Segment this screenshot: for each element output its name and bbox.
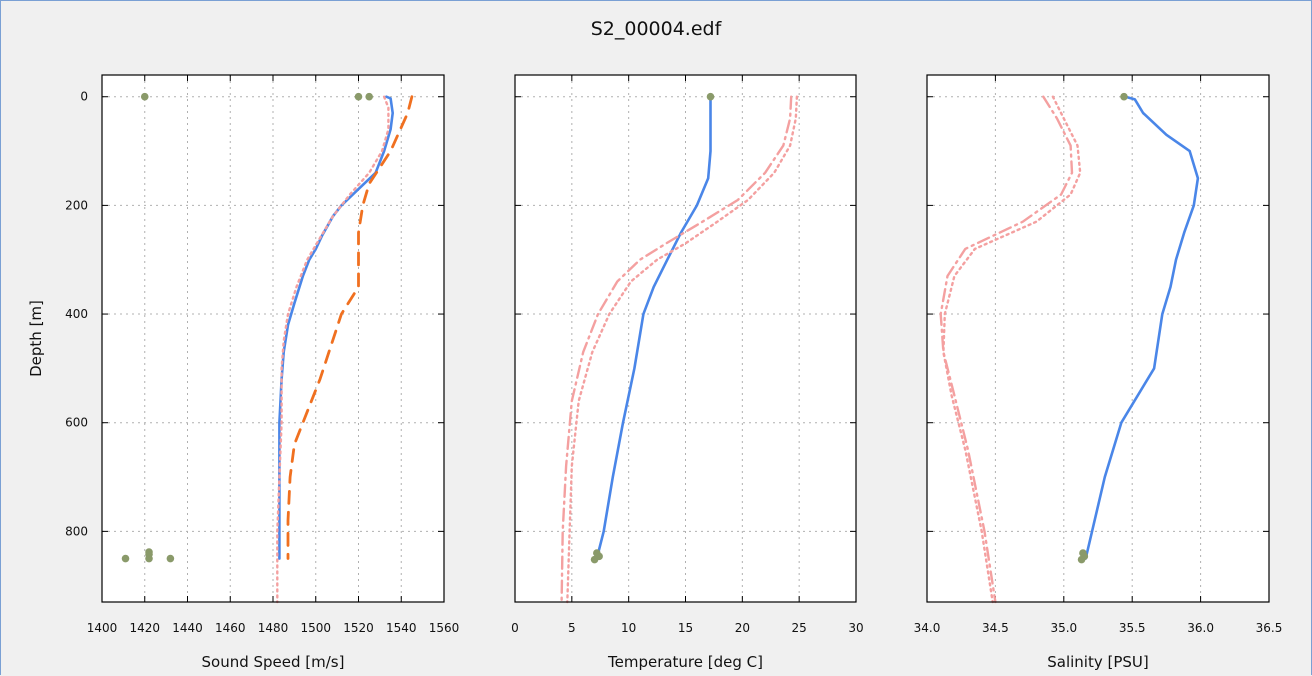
x-tick-label: 34.0 — [914, 621, 941, 635]
x-tick-label: 1400 — [87, 621, 118, 635]
axes-frame — [926, 74, 1270, 603]
flag-point — [365, 92, 373, 101]
axes-frame — [514, 74, 857, 603]
reference_dashdot-line — [939, 95, 1074, 604]
flag-point — [166, 554, 175, 563]
x-tick-label: 1540 — [386, 621, 417, 635]
y-tick-label: 800 — [65, 524, 88, 538]
x-tick-label: 10 — [621, 621, 636, 635]
reference_dashed-line — [286, 95, 414, 560]
flag-point — [145, 554, 153, 563]
reference_dotted-line — [942, 95, 1082, 604]
x-tick-label: 35.0 — [1050, 621, 1077, 635]
measured-line — [1084, 95, 1200, 560]
reference_dotted-line — [276, 95, 390, 604]
x-tick-label: 0 — [511, 621, 519, 635]
x-tick-label: 1500 — [300, 621, 331, 635]
x-tick-label: 5 — [568, 621, 576, 635]
flag-point — [1120, 92, 1128, 101]
x-axis-label: Temperature [deg C] — [607, 653, 763, 671]
plot-area — [927, 75, 1269, 602]
flag-point — [354, 92, 363, 101]
x-axis-label: Salinity [PSU] — [1047, 653, 1149, 671]
x-tick-label: 1420 — [129, 621, 160, 635]
figure-title: S2_00004.edf — [590, 18, 722, 40]
x-tick-label: 1460 — [215, 621, 246, 635]
y-tick-label: 400 — [65, 307, 88, 321]
y-tick-label: 0 — [80, 90, 88, 104]
x-tick-label: 1480 — [258, 621, 289, 635]
x-axis-label: Sound Speed [m/s] — [202, 653, 345, 671]
flag-point — [590, 555, 599, 564]
flag-point — [140, 92, 149, 101]
flag-point — [121, 554, 130, 563]
x-tick-label: 34.5 — [982, 621, 1009, 635]
y-tick-label: 200 — [65, 198, 88, 212]
reference_dotted-line — [566, 95, 799, 604]
sound-speed-panel: 1400 1420 1440 1460 1480 1500 1520 1540 1560 0 200… — [27, 74, 460, 671]
axes-frame — [101, 74, 445, 603]
measured-line — [278, 95, 395, 560]
reference_dashdot-line — [560, 95, 793, 604]
flag-point — [1077, 555, 1086, 564]
x-tick-label: 1440 — [172, 621, 203, 635]
x-tick-label: 30 — [848, 621, 863, 635]
flag-point — [706, 92, 715, 101]
x-tick-label: 36.0 — [1187, 621, 1214, 635]
temperature-panel: 0 5 10 15 20 25 30 Temperature [deg C] — [511, 74, 864, 671]
x-tick-label: 1560 — [429, 621, 460, 635]
measured-line — [595, 95, 712, 560]
salinity-panel: 34.0 34.5 35.0 35.5 36.0 36.5 Salinity [PSU] — [914, 74, 1283, 671]
y-tick-label: 600 — [65, 416, 88, 430]
x-tick-label: 25 — [792, 621, 807, 635]
x-tick-label: 35.5 — [1119, 621, 1146, 635]
x-tick-label: 36.5 — [1256, 621, 1283, 635]
x-tick-label: 15 — [678, 621, 693, 635]
x-tick-label: 1520 — [343, 621, 374, 635]
x-tick-label: 20 — [735, 621, 750, 635]
y-axis-label: Depth [m] — [27, 300, 45, 377]
